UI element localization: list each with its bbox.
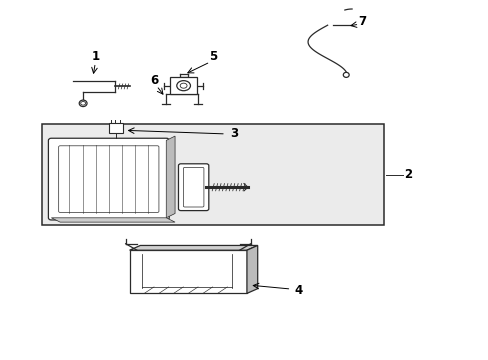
FancyBboxPatch shape bbox=[48, 138, 169, 220]
Bar bbox=[108, 123, 123, 133]
Circle shape bbox=[177, 81, 190, 91]
Text: 4: 4 bbox=[294, 284, 302, 297]
Text: 3: 3 bbox=[230, 127, 238, 140]
Text: 7: 7 bbox=[357, 15, 365, 28]
Ellipse shape bbox=[343, 72, 348, 77]
Bar bbox=[170, 77, 197, 94]
Polygon shape bbox=[129, 246, 257, 250]
Polygon shape bbox=[166, 136, 175, 218]
Text: 2: 2 bbox=[404, 168, 411, 181]
Circle shape bbox=[180, 83, 186, 88]
Text: 1: 1 bbox=[91, 50, 99, 63]
Circle shape bbox=[81, 102, 85, 105]
Polygon shape bbox=[51, 218, 175, 222]
Bar bbox=[41, 124, 383, 225]
Ellipse shape bbox=[79, 100, 87, 107]
Polygon shape bbox=[129, 250, 246, 293]
Polygon shape bbox=[246, 246, 257, 293]
FancyBboxPatch shape bbox=[178, 164, 208, 211]
Text: 6: 6 bbox=[150, 75, 158, 87]
Text: 5: 5 bbox=[208, 50, 216, 63]
